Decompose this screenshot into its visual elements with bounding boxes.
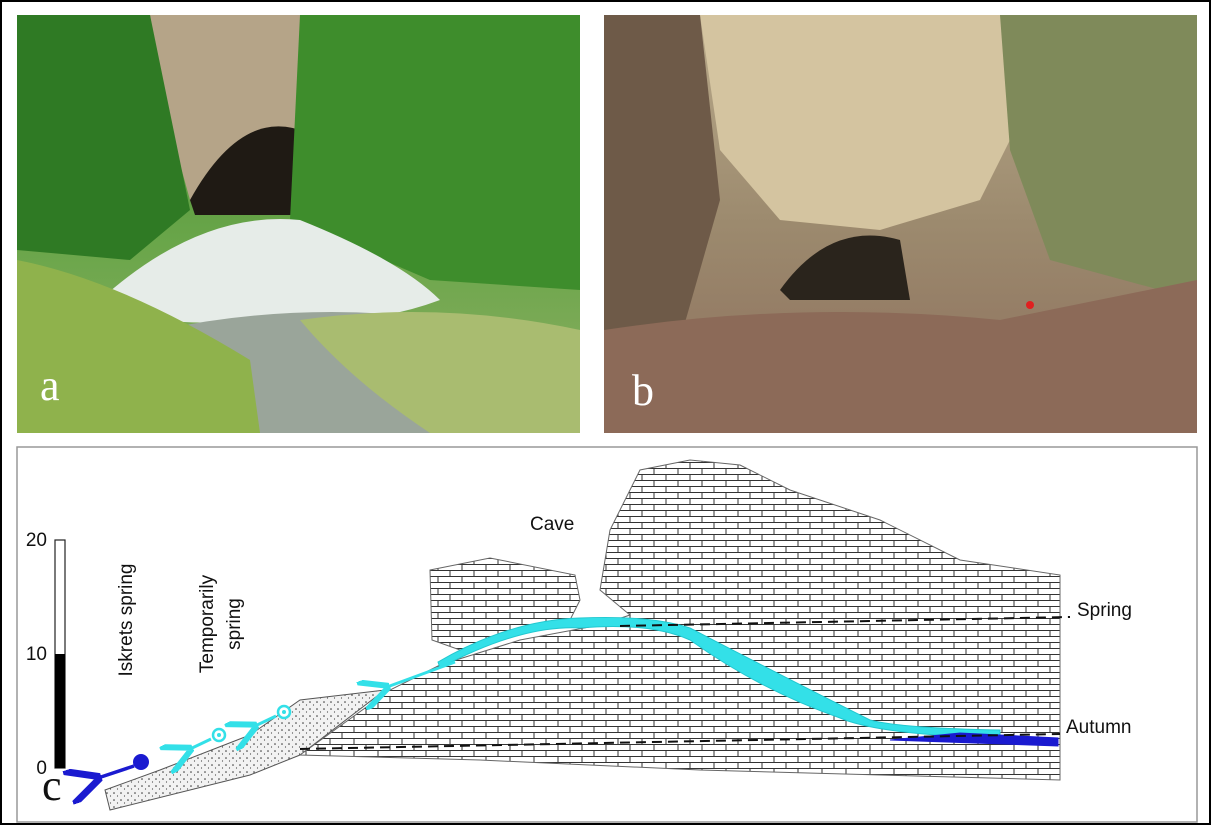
scale-label: 20 xyxy=(26,530,47,551)
temporarily-label: spring xyxy=(224,598,245,650)
figure: a b Cave Spring Autumn Iskrets spring Te… xyxy=(0,0,1211,825)
diagram: Cave Spring Autumn Iskrets spring Tempor… xyxy=(17,447,1197,822)
panel-label: b xyxy=(632,366,654,415)
autumn-label: Autumn xyxy=(1066,717,1131,738)
cave-label: Cave xyxy=(530,514,574,535)
scale-label: 0 xyxy=(36,758,47,779)
iskrets-label: Iskrets spring xyxy=(116,564,137,677)
temporarily-label: Temporarily xyxy=(197,574,218,673)
scale-fill xyxy=(55,654,65,768)
panel-label: a xyxy=(40,361,60,410)
spring-label: Spring xyxy=(1077,600,1132,621)
photo-a: a xyxy=(17,15,580,433)
photo-b: b xyxy=(604,15,1197,433)
scale-label: 10 xyxy=(26,644,47,665)
